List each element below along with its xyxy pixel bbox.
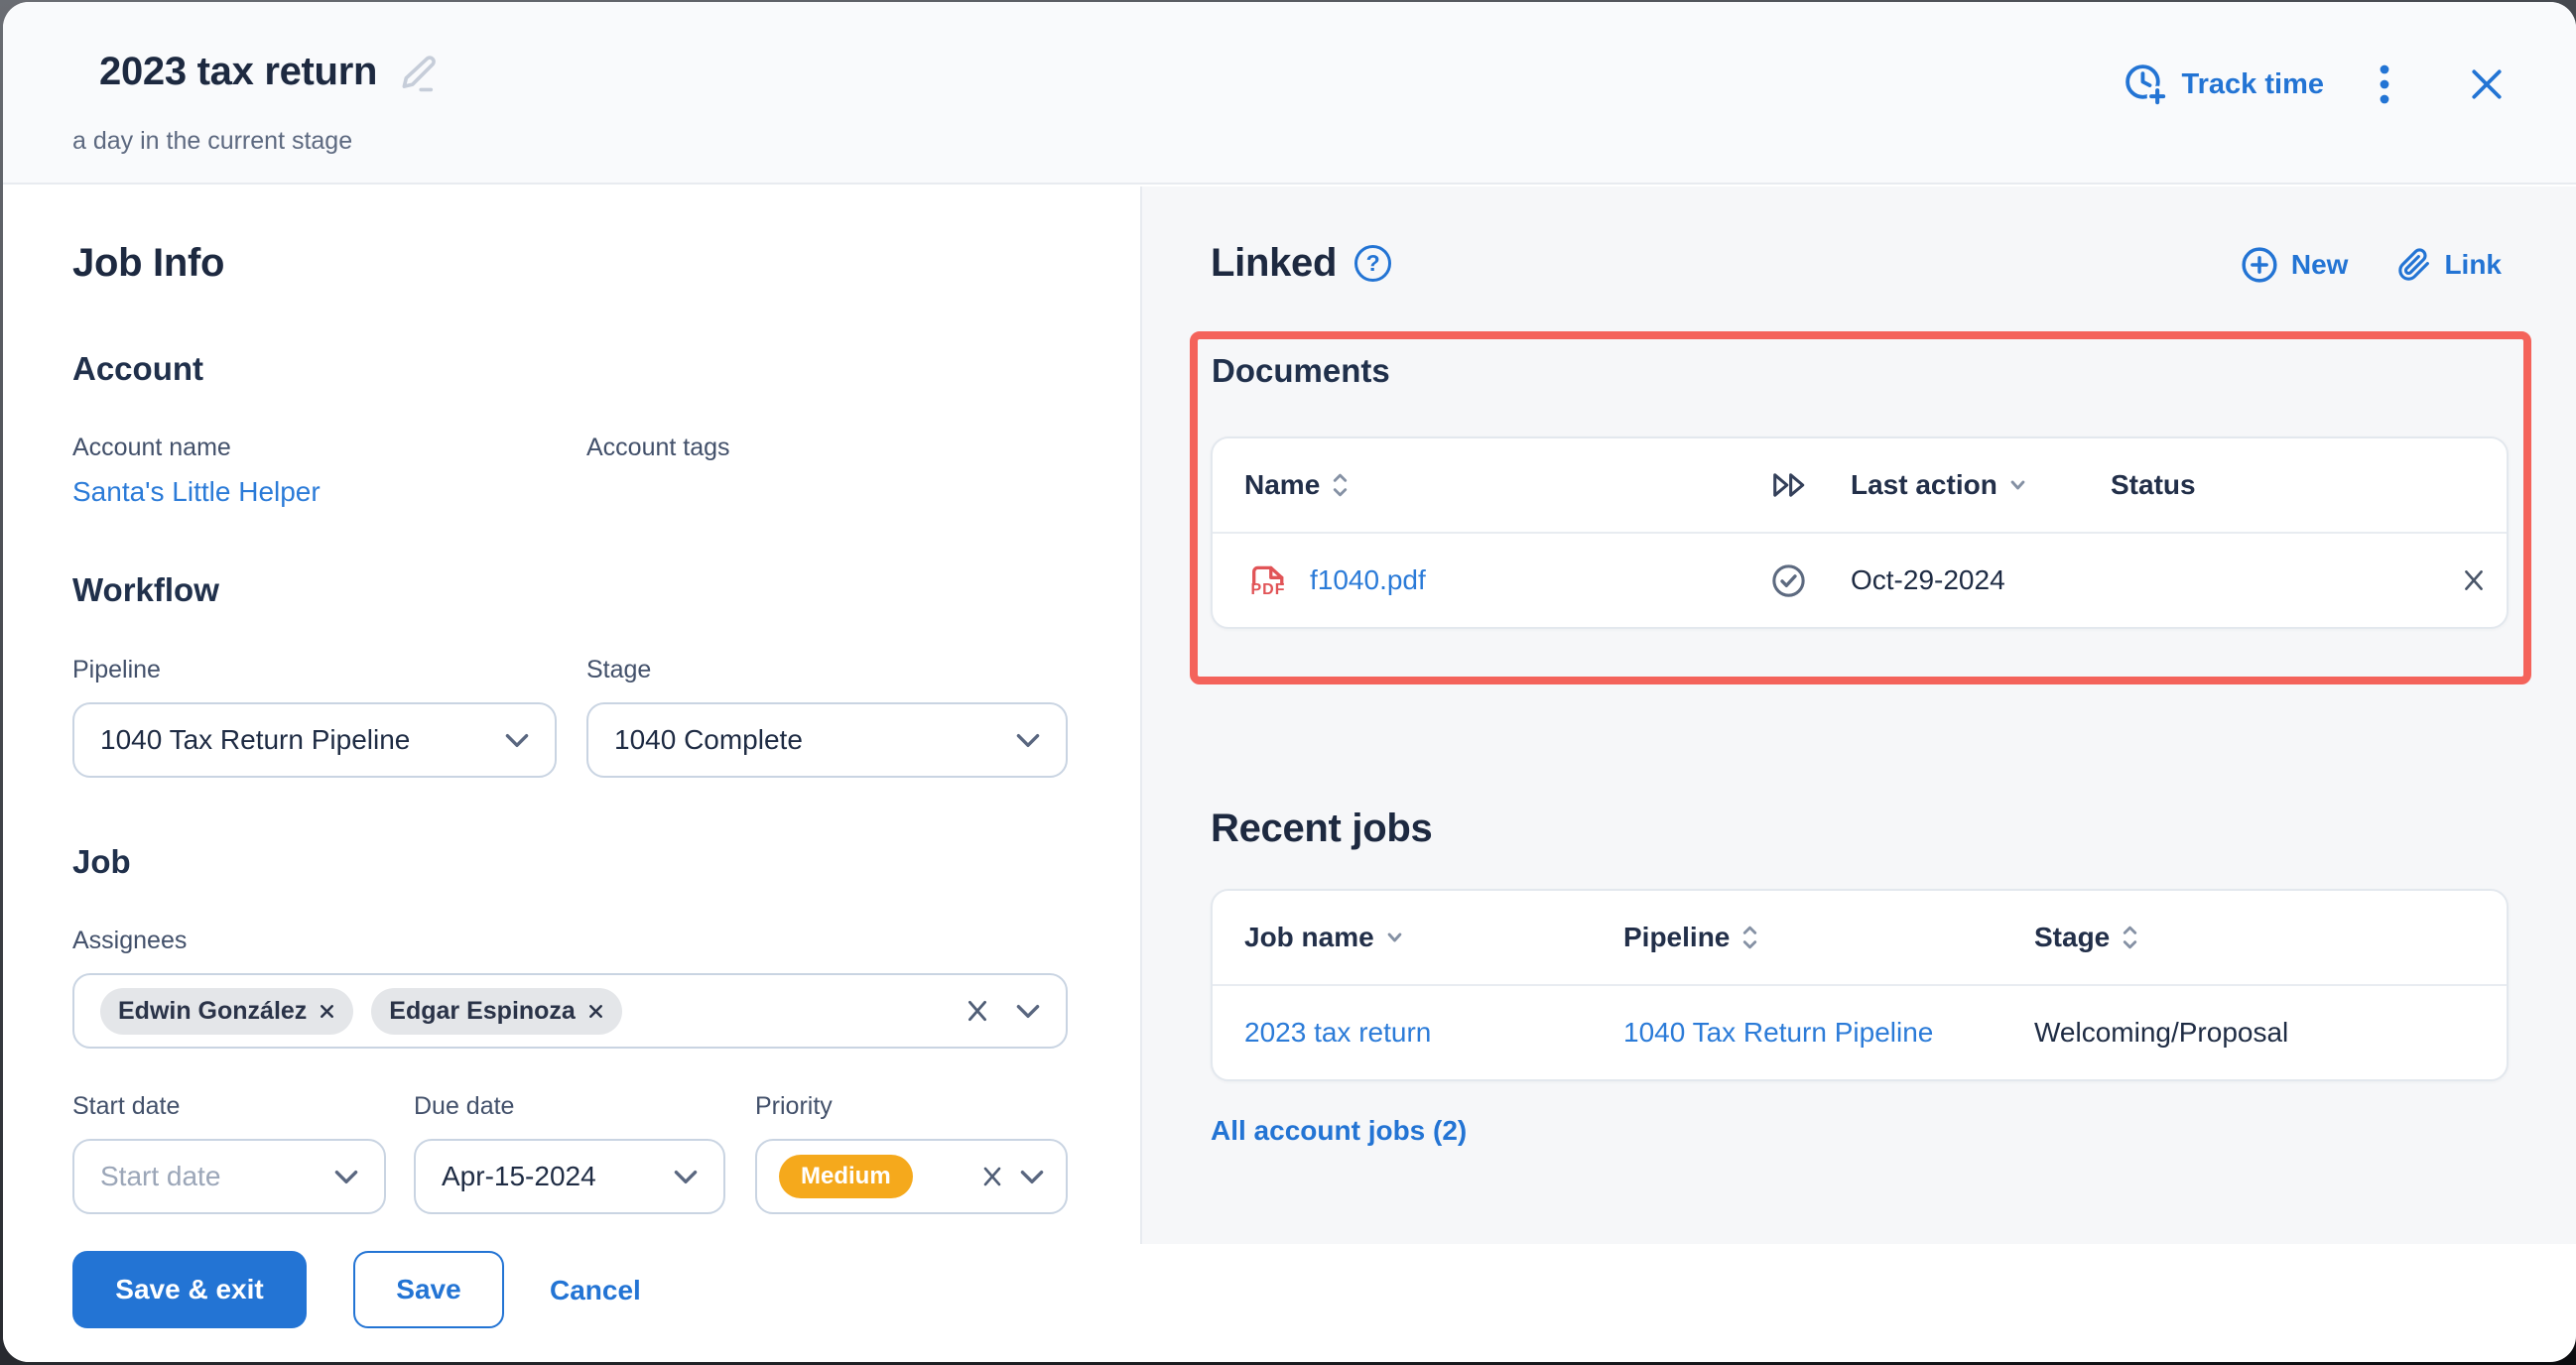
documents-heading: Documents	[1212, 352, 1390, 389]
pipeline-value: 1040 Tax Return Pipeline	[100, 724, 411, 755]
start-date-label: Start date	[72, 1092, 181, 1120]
priority-label: Priority	[755, 1092, 833, 1120]
workflow-heading: Workflow	[72, 571, 219, 608]
jobs-sort-job-name[interactable]: Job name	[1244, 922, 1623, 953]
modal-header: 2023 tax return a day in the current sta…	[3, 2, 2576, 185]
job-heading: Job	[72, 843, 131, 880]
recent-jobs-heading: Recent jobs	[1211, 807, 1433, 850]
plus-circle-icon	[2241, 246, 2278, 284]
all-account-jobs-link[interactable]: All account jobs (2)	[1211, 1115, 1468, 1146]
assignee-chip[interactable]: Edgar Espinoza	[371, 987, 622, 1035]
recent-job-row: 2023 tax return 1040 Tax Return Pipeline…	[1213, 986, 2507, 1079]
track-time-label: Track time	[2181, 67, 2324, 100]
assignees-label: Assignees	[72, 927, 188, 954]
new-linked-button[interactable]: New	[2241, 246, 2349, 284]
page-title: 2023 tax return	[99, 50, 378, 93]
unlink-document-icon[interactable]	[2411, 567, 2487, 593]
stage-label: Stage	[586, 656, 652, 683]
job-pipeline-link[interactable]: 1040 Tax Return Pipeline	[1623, 1017, 1934, 1048]
documents-table-header: Name	[1213, 438, 2507, 534]
account-name-link[interactable]: Santa's Little Helper	[72, 476, 321, 507]
caret-down-icon	[2009, 479, 2026, 491]
assignee-chip[interactable]: Edwin González	[100, 987, 354, 1035]
close-icon[interactable]	[2469, 66, 2505, 102]
remove-assignee-icon[interactable]	[319, 1003, 335, 1020]
priority-badge: Medium	[779, 1155, 913, 1198]
account-name-label: Account name	[72, 434, 231, 461]
account-tags-label: Account tags	[586, 434, 730, 461]
job-info-heading: Job Info	[72, 241, 225, 285]
job-info-panel: Job Info Account Account name Account ta…	[3, 186, 1140, 1362]
chevron-down-icon	[674, 1170, 698, 1184]
documents-sort-name[interactable]: Name	[1244, 469, 1770, 501]
assignee-name: Edgar Espinoza	[389, 996, 576, 1025]
chevron-down-icon	[334, 1170, 358, 1184]
assignees-multiselect[interactable]: Edwin González Edgar Espinoza	[72, 973, 1068, 1049]
due-date-select[interactable]: Apr-15-2024	[414, 1139, 725, 1214]
linked-heading: Linked	[1211, 241, 1338, 285]
linked-panel: Linked ? New Link	[1142, 186, 2576, 1244]
sort-icon	[1332, 471, 1349, 499]
due-date-label: Due date	[414, 1092, 515, 1120]
save-exit-button[interactable]: Save & exit	[72, 1251, 307, 1328]
recent-jobs-table: Job name Pipeline Stage	[1211, 889, 2509, 1081]
pipeline-select[interactable]: 1040 Tax Return Pipeline	[72, 702, 557, 778]
chevron-down-icon[interactable]	[1020, 1170, 1044, 1184]
documents-table: Name	[1211, 436, 2509, 629]
clear-priority-icon[interactable]	[980, 1165, 1004, 1188]
col-status: Status	[2111, 469, 2411, 501]
sort-icon	[1741, 924, 1758, 951]
job-modal: 2023 tax return a day in the current sta…	[3, 2, 2576, 1362]
edit-title-icon[interactable]	[397, 51, 441, 94]
start-date-select[interactable]: Start date	[72, 1139, 386, 1214]
job-name-link[interactable]: 2023 tax return	[1244, 1017, 1432, 1048]
documents-highlight-box: Documents Name	[1190, 331, 2531, 684]
stage-value: 1040 Complete	[614, 724, 803, 755]
remove-assignee-icon[interactable]	[587, 1003, 604, 1020]
save-button[interactable]: Save	[353, 1251, 504, 1328]
due-date-value: Apr-15-2024	[442, 1161, 596, 1191]
chevron-down-icon[interactable]	[1016, 1004, 1040, 1019]
document-row: PDF f1040.pdf Oct-29-2024	[1213, 534, 2507, 627]
col-name-label: Name	[1244, 469, 1321, 500]
pdf-file-icon: PDF	[1244, 563, 1292, 598]
clear-assignees-icon[interactable]	[965, 998, 990, 1024]
chevron-down-icon	[505, 733, 529, 748]
documents-sort-last-action[interactable]: Last action	[1851, 469, 2111, 501]
assignee-name: Edwin González	[118, 996, 308, 1025]
sort-icon	[2122, 924, 2138, 951]
link-document-button[interactable]: Link	[2397, 248, 2502, 282]
documents-forward-column[interactable]	[1770, 471, 1851, 499]
paperclip-icon	[2397, 248, 2431, 282]
document-link[interactable]: f1040.pdf	[1310, 564, 1426, 595]
job-stage-value: Welcoming/Proposal	[2034, 1017, 2289, 1048]
panel-divider	[1140, 186, 1142, 1244]
col-pipeline-label: Pipeline	[1623, 922, 1731, 952]
pipeline-label: Pipeline	[72, 656, 161, 683]
cancel-button[interactable]: Cancel	[550, 1275, 641, 1305]
clock-plus-icon	[2123, 62, 2168, 107]
document-done-status-icon	[1770, 562, 1851, 599]
col-last-action-label: Last action	[1851, 469, 1997, 500]
fast-forward-icon	[1770, 471, 1810, 499]
recent-jobs-table-header: Job name Pipeline Stage	[1213, 891, 2507, 986]
account-heading: Account	[72, 350, 203, 387]
track-time-button[interactable]: Track time	[2123, 62, 2324, 107]
chevron-down-icon	[1016, 733, 1040, 748]
document-last-action: Oct-29-2024	[1851, 564, 2005, 595]
new-label: New	[2290, 249, 2349, 280]
col-status-label: Status	[2111, 469, 2196, 500]
col-job-name-label: Job name	[1244, 922, 1374, 952]
link-label: Link	[2444, 249, 2502, 280]
more-actions-kebab-icon[interactable]	[2370, 60, 2399, 109]
start-date-placeholder: Start date	[100, 1161, 221, 1191]
priority-select[interactable]: Medium	[755, 1139, 1068, 1214]
stage-select[interactable]: 1040 Complete	[586, 702, 1068, 778]
col-stage-label: Stage	[2034, 922, 2111, 952]
jobs-sort-pipeline[interactable]: Pipeline	[1623, 922, 2034, 953]
caret-down-icon	[1386, 931, 1403, 943]
help-icon[interactable]: ?	[1354, 245, 1392, 282]
stage-duration-text: a day in the current stage	[72, 127, 353, 155]
jobs-sort-stage[interactable]: Stage	[2034, 922, 2487, 953]
